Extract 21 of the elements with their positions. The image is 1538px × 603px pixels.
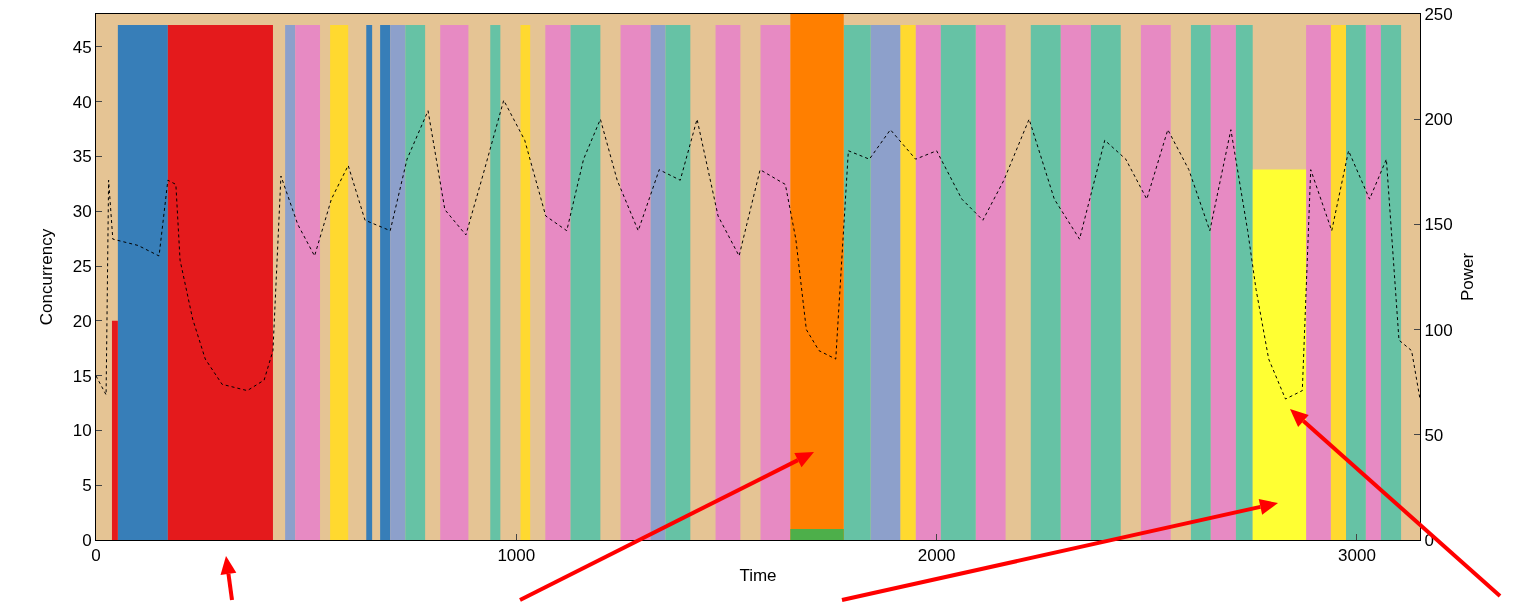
y2-tick-label: 50	[1424, 425, 1444, 445]
y-tick-label: 40	[72, 92, 92, 112]
y-tick-label: 30	[72, 202, 92, 222]
y-tick-label: 5	[82, 476, 92, 496]
y2-tick-label: 100	[1424, 320, 1453, 340]
y-axis-title: Concurrency	[37, 228, 56, 326]
y-tick-label: 10	[72, 421, 92, 441]
y-tick-label: 45	[72, 37, 92, 57]
y-tick-label: 15	[72, 366, 92, 386]
y2-tick-label: 250	[1424, 4, 1453, 24]
x-tick-label: 1000	[497, 546, 536, 566]
y-tick-label: 0	[82, 530, 92, 550]
x-tick-label: 3000	[1338, 546, 1376, 566]
y2-axis-title: Power	[1457, 252, 1477, 302]
y-tick-label: 20	[72, 311, 92, 331]
y-tick-label: 25	[72, 256, 92, 276]
y-tick-label: 35	[72, 147, 92, 167]
y2-tick-label: 150	[1424, 215, 1453, 235]
x-tick-label: 2000	[917, 546, 956, 566]
y2-tick-label: 200	[1424, 110, 1453, 130]
x-axis-title: Time	[739, 565, 777, 585]
